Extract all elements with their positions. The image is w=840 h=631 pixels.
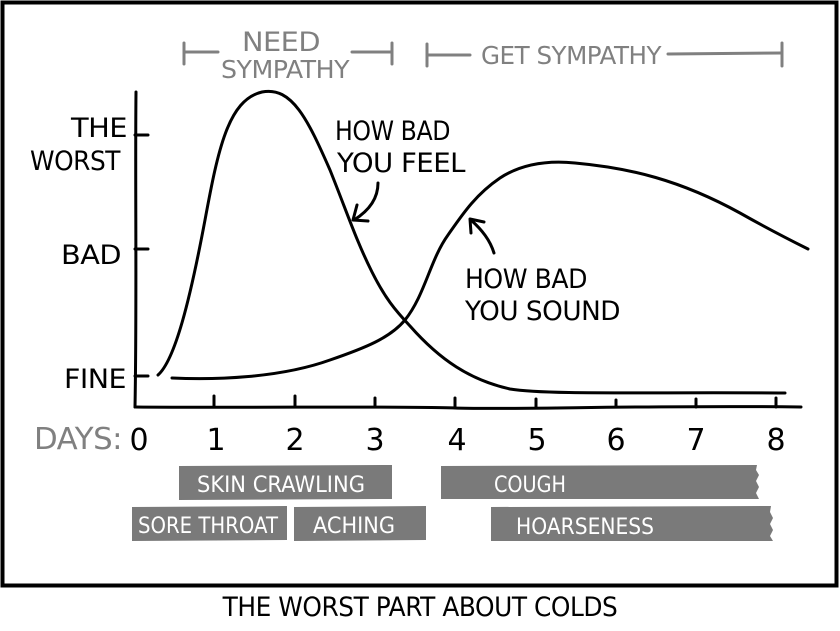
sound-annotation-line1: HOW BAD: [465, 264, 587, 295]
need-sympathy-label-line2: SYMPATHY: [221, 55, 350, 84]
symptom-bar-aching: ACHING: [294, 506, 426, 541]
comic-caption: THE WORST PART ABOUT COLDS: [222, 592, 618, 623]
y-tick-bad: BAD: [61, 240, 121, 271]
x-axis: [133, 394, 803, 410]
sound-annotation-line2: YOU SOUND: [464, 296, 620, 327]
x-tick-8: 8: [766, 423, 785, 458]
sound-curve: [170, 160, 810, 381]
x-tick-6: 6: [606, 423, 625, 458]
symptom-label: HOARSENESS: [516, 515, 654, 540]
x-tick-labels: 0 1 2 3 4 5 6 7 8: [129, 423, 785, 458]
x-tick-4: 4: [447, 423, 466, 458]
symptom-bar-cough: COUGH: [441, 465, 759, 499]
feel-arrow-icon: [351, 181, 380, 223]
feel-annotation-line2: YOU FEEL: [336, 148, 465, 179]
y-tick-fine: FINE: [64, 364, 126, 395]
x-tick-0: 0: [129, 423, 148, 458]
symptom-bar-skin-crawling: SKIN CRAWLING: [179, 465, 392, 500]
y-tick-the-worst-line2: WORST: [30, 146, 121, 177]
need-sympathy-label-line1: NEED: [242, 27, 320, 58]
y-axis: [133, 90, 150, 409]
symptom-label: SKIN CRAWLING: [197, 473, 365, 498]
get-sympathy-label: GET SYMPATHY: [481, 41, 662, 70]
symptom-bars: SKIN CRAWLING SORE THROAT ACHING COUGH H…: [132, 465, 773, 541]
x-tick-3: 3: [365, 423, 384, 458]
sympathy-ranges: [182, 41, 784, 68]
symptom-bar-hoarseness: HOARSENESS: [491, 506, 773, 541]
x-tick-2: 2: [285, 423, 304, 458]
x-tick-5: 5: [527, 423, 546, 458]
y-tick-the-worst-line1: THE: [70, 113, 127, 144]
feel-curve: [156, 89, 787, 395]
sound-arrow-icon: [468, 217, 496, 255]
x-axis-days-label: DAYS:: [34, 422, 122, 457]
symptom-label: ACHING: [313, 514, 395, 539]
symptom-label: COUGH: [494, 473, 566, 498]
x-tick-7: 7: [686, 423, 705, 458]
x-tick-1: 1: [206, 423, 225, 458]
feel-annotation-line1: HOW BAD: [335, 116, 450, 147]
symptom-label: SORE THROAT: [138, 514, 278, 539]
symptom-bar-sore-throat: SORE THROAT: [132, 506, 287, 541]
panel-border: [0, 0, 839, 588]
